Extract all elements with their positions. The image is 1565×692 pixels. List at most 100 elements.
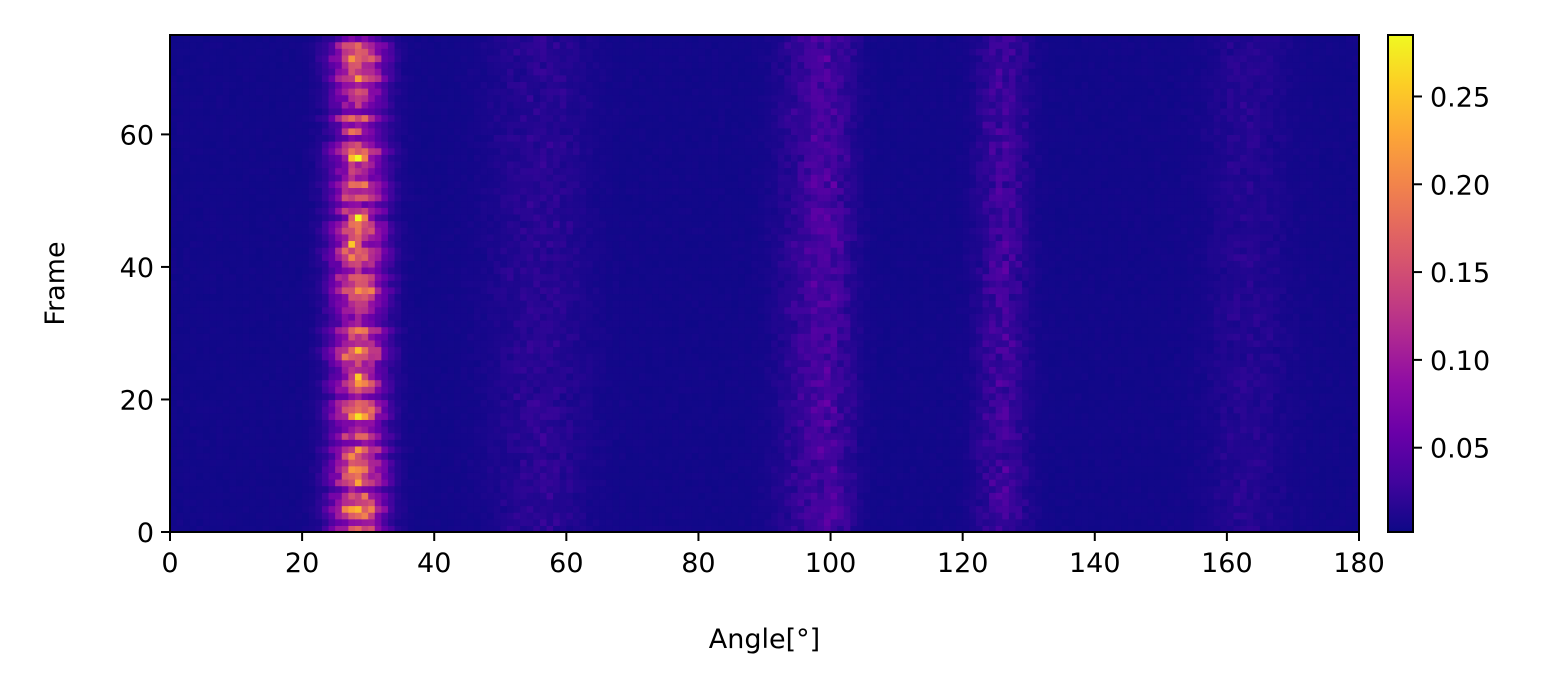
heatmap-cell [678, 478, 686, 487]
heatmap-cell [1101, 439, 1109, 447]
heatmap-cell [804, 525, 812, 533]
heatmap-cell [1233, 419, 1241, 427]
heatmap-cell [381, 525, 389, 533]
heatmap-cell [850, 472, 858, 480]
heatmap-cell [678, 485, 686, 493]
heatmap-cell [1286, 505, 1294, 513]
heatmap-cell [744, 498, 752, 507]
heatmap-cell [711, 425, 719, 434]
heatmap-cell [209, 425, 217, 434]
heatmap-cell [1154, 445, 1162, 454]
heatmap-cell [949, 459, 957, 467]
heatmap-cell [1259, 406, 1268, 414]
heatmap-cell [1147, 472, 1155, 480]
heatmap-cell [1233, 353, 1241, 361]
heatmap-cell [672, 346, 680, 354]
heatmap-cell [896, 478, 904, 487]
heatmap-cell [421, 498, 429, 507]
heatmap-cell [923, 459, 931, 467]
heatmap-cell [559, 419, 567, 427]
heatmap-cell [216, 512, 224, 520]
heatmap-cell [1352, 505, 1360, 513]
heatmap-cell [936, 419, 944, 427]
heatmap-cell [1339, 379, 1347, 387]
heatmap-cell [1061, 505, 1069, 513]
heatmap-cell [850, 392, 858, 401]
heatmap-cell [1094, 399, 1102, 407]
heatmap-cell [909, 359, 918, 367]
heatmap-cell [870, 406, 878, 414]
heatmap-cell [883, 372, 891, 381]
heatmap-cell [1299, 452, 1307, 460]
heatmap-cell [592, 386, 600, 394]
heatmap-cell [1253, 505, 1261, 513]
heatmap-cell [632, 359, 640, 367]
heatmap-cell [1200, 432, 1208, 440]
heatmap-cell [1339, 498, 1347, 507]
heatmap-cell [1041, 379, 1050, 387]
heatmap-cell [394, 459, 402, 467]
heatmap-cell [308, 425, 316, 434]
heatmap-cell [876, 412, 884, 420]
heatmap-cell [1259, 412, 1268, 420]
heatmap-cell [771, 478, 779, 487]
heatmap-cell [949, 425, 957, 434]
heatmap-cell [579, 392, 587, 401]
heatmap-cell [1207, 359, 1215, 367]
heatmap-cell [1207, 406, 1215, 414]
heatmap-cell [1002, 452, 1010, 460]
heatmap-cell [777, 386, 785, 394]
heatmap-cell [559, 445, 567, 454]
heatmap-cell [546, 399, 554, 407]
heatmap-cell [1207, 518, 1215, 526]
heatmap-cell [876, 485, 884, 493]
heatmap-cell [718, 525, 726, 533]
heatmap-cell [1299, 439, 1307, 447]
heatmap-cell [506, 379, 515, 387]
heatmap-cell [1352, 512, 1360, 520]
heatmap-cell [744, 485, 752, 493]
heatmap-cell [566, 472, 574, 480]
heatmap-cell [454, 346, 462, 354]
heatmap-cell [1107, 386, 1116, 394]
heatmap-cell [1312, 465, 1320, 473]
heatmap-cell [1325, 492, 1334, 500]
heatmap-cell [843, 498, 851, 507]
heatmap-cell [1114, 379, 1122, 387]
heatmap-cell [837, 386, 845, 394]
heatmap-cell [1325, 439, 1334, 447]
heatmap-cell [876, 525, 884, 533]
heatmap-cell [672, 465, 680, 473]
heatmap-cell [335, 472, 343, 480]
heatmap-cell [883, 379, 891, 387]
heatmap-cell [1312, 459, 1320, 467]
heatmap-cell [394, 498, 402, 507]
heatmap-cell [751, 465, 759, 473]
heatmap-cell [242, 525, 250, 533]
heatmap-cell [1167, 399, 1175, 407]
heatmap-cell [790, 505, 799, 513]
heatmap-cell [242, 492, 250, 500]
heatmap-cell [619, 432, 627, 440]
heatmap-cell [810, 478, 818, 487]
heatmap-cell [837, 366, 845, 374]
heatmap-cell [361, 525, 369, 533]
heatmap-cell [467, 399, 475, 407]
heatmap-cell [856, 498, 865, 507]
heatmap-cell [711, 485, 719, 493]
heatmap-cell [817, 512, 825, 520]
heatmap-cell [685, 472, 693, 480]
heatmap-cell [1127, 419, 1136, 427]
heatmap-cell [302, 525, 310, 533]
heatmap-cell [1200, 353, 1208, 361]
heatmap-cell [526, 392, 534, 401]
heatmap-cell [949, 472, 957, 480]
heatmap-cell [269, 452, 277, 460]
heatmap-cell [962, 498, 970, 507]
heatmap-cell [454, 353, 462, 361]
heatmap-cell [1167, 485, 1175, 493]
heatmap-cell [209, 359, 217, 367]
heatmap-cell [1107, 419, 1116, 427]
heatmap-cell [810, 452, 818, 460]
heatmap-cell [222, 346, 231, 354]
